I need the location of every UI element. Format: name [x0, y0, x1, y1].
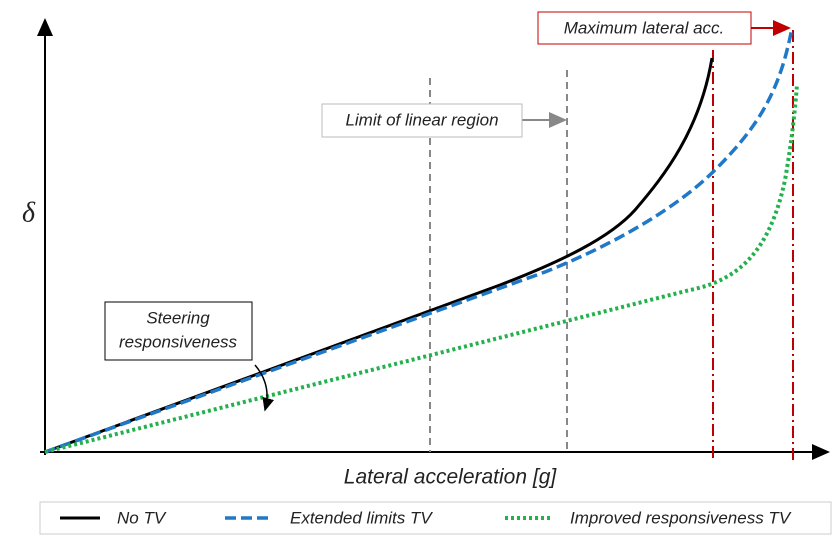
improved-curve: [44, 84, 799, 454]
legend-label: Extended limits TV: [290, 508, 433, 527]
annotation: Limit of linear region: [345, 110, 498, 129]
label-box: [321, 103, 523, 138]
extended-curve: [44, 27, 794, 454]
legend-label: No TV: [117, 508, 167, 527]
y-label: δ: [22, 197, 36, 228]
no-tv-curve: [44, 57, 714, 454]
annotation: Steering: [146, 308, 210, 327]
legend-label: Improved responsiveness TV: [570, 508, 792, 527]
annotation: responsiveness: [119, 332, 238, 351]
legend: [39, 501, 832, 535]
label-box: [537, 11, 752, 45]
arrow: [254, 364, 275, 412]
x-label: Lateral acceleration [g]: [344, 466, 558, 489]
annotation: Maximum lateral acc.: [564, 18, 725, 37]
label-box: [104, 301, 253, 361]
